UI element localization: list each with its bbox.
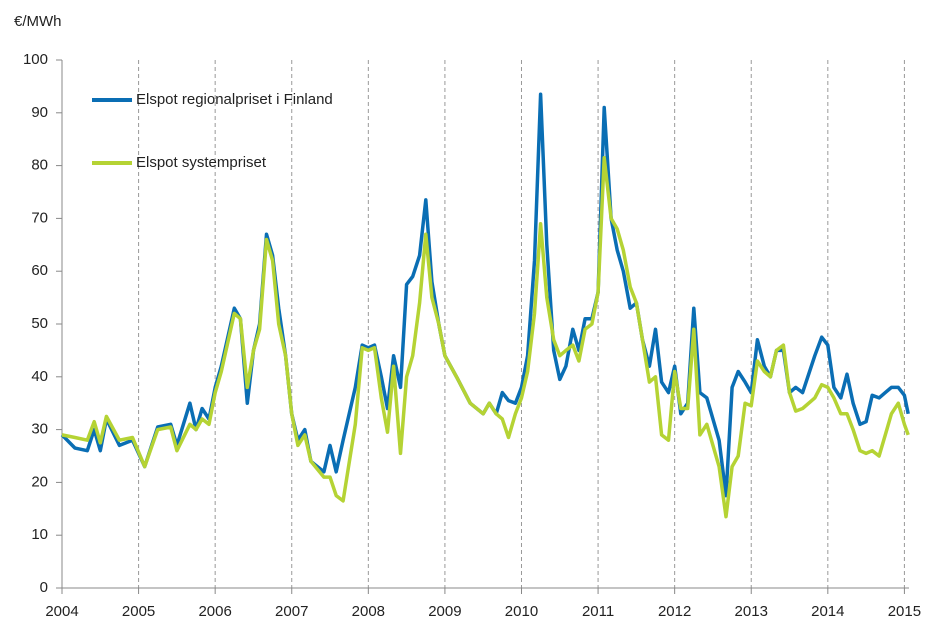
y-axis-label: €/MWh — [14, 13, 62, 30]
x-tick-label: 2014 — [811, 603, 844, 620]
x-tick-label: 2009 — [428, 603, 461, 620]
y-tick-label: 60 — [31, 262, 48, 279]
x-tick-label: 2008 — [352, 603, 385, 620]
x-tick-label: 2015 — [888, 603, 921, 620]
x-tick-label: 2013 — [735, 603, 768, 620]
y-tick-label: 20 — [31, 473, 48, 490]
legend-label: Elspot systempriset — [136, 154, 267, 171]
y-tick-label: 40 — [31, 368, 48, 385]
x-tick-label: 2011 — [582, 603, 614, 620]
x-tick-label: 2010 — [505, 603, 538, 620]
x-tick-label: 2007 — [275, 603, 308, 620]
x-tick-label: 2006 — [198, 603, 231, 620]
y-tick-label: 10 — [31, 526, 48, 543]
y-tick-label: 80 — [31, 157, 48, 174]
series-line — [61, 155, 910, 519]
y-tick-label: 30 — [31, 421, 48, 438]
legend-label: Elspot regionalpriset i Finland — [136, 91, 333, 108]
y-tick-label: 100 — [23, 51, 48, 68]
x-tick-label: 2012 — [658, 603, 691, 620]
y-tick-label: 50 — [31, 315, 48, 332]
x-tick-label: 2004 — [45, 603, 78, 620]
y-tick-label: 90 — [31, 104, 48, 121]
x-tick-label: 2005 — [122, 603, 155, 620]
y-tick-label: 0 — [40, 579, 48, 596]
y-tick-label: 70 — [31, 209, 48, 226]
